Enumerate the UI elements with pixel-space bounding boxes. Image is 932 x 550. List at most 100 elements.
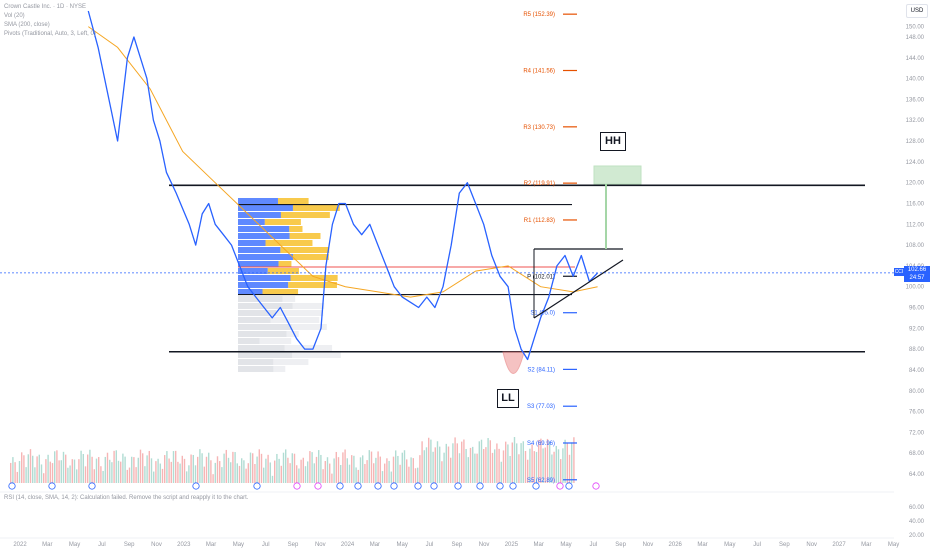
- volume-bar: [117, 460, 120, 483]
- profile-bar-down: [273, 366, 286, 372]
- currency-button[interactable]: USD: [906, 4, 928, 18]
- volume-bar: [348, 464, 351, 483]
- volume-bar: [452, 443, 454, 483]
- y-tick-label: 136.00: [906, 97, 925, 103]
- x-tick-label: Nov: [806, 542, 817, 548]
- y-tick-label: 128.00: [906, 139, 925, 145]
- volume-bar: [421, 441, 423, 483]
- volume-bar: [280, 465, 282, 483]
- volume-bar: [38, 454, 40, 483]
- event-marker: [509, 482, 517, 490]
- volume-bar: [40, 464, 43, 483]
- volume-bar: [425, 447, 428, 483]
- profile-bar-down: [265, 240, 313, 246]
- volume-bar: [478, 441, 480, 483]
- volume-bar: [395, 450, 397, 483]
- profile-bar-down: [289, 226, 303, 232]
- volume-bar: [243, 460, 245, 483]
- rsi-tick-label: 20.00: [909, 533, 925, 539]
- volume-bar: [403, 450, 406, 483]
- volume-bar: [150, 458, 153, 483]
- rsi-tick-label: 40.00: [909, 519, 925, 525]
- volume-bar: [408, 466, 410, 483]
- volume-bar: [337, 457, 340, 483]
- volume-bar: [480, 439, 483, 483]
- volume-bar: [287, 457, 289, 483]
- volume-bar: [454, 437, 456, 483]
- volume-bar: [293, 453, 296, 483]
- volume-bars: [10, 437, 575, 483]
- volume-bar: [159, 463, 161, 483]
- volume-bar: [161, 468, 164, 483]
- volume-bar: [87, 454, 89, 483]
- x-tick-label: May: [560, 542, 571, 548]
- y-tick-label: 64.00: [909, 472, 925, 478]
- volume-bar: [276, 453, 278, 483]
- profile-bar-down: [284, 345, 333, 351]
- volume-bar: [467, 457, 469, 483]
- volume-bar: [247, 463, 249, 483]
- pivot-level-label: P (102.01): [527, 274, 555, 280]
- pivot-level-label: R1 (112.83): [524, 218, 555, 224]
- volume-bar: [456, 443, 458, 483]
- volume-bar: [139, 449, 142, 483]
- pivots-indicator-label[interactable]: Pivots (Traditional, Auto, 3, Left, 0): [4, 31, 96, 37]
- volume-bar: [69, 465, 71, 483]
- volume-bar: [516, 443, 518, 483]
- volume-bar: [115, 450, 117, 483]
- volume-bar: [199, 449, 201, 483]
- volume-bar: [234, 452, 236, 483]
- volume-bar: [491, 452, 494, 483]
- profile-bar-up: [238, 352, 293, 358]
- y-tick-label: 80.00: [909, 389, 925, 395]
- volume-bar: [124, 456, 126, 483]
- volume-bar: [307, 461, 309, 483]
- profile-bar-up: [238, 296, 283, 302]
- target-box: [593, 165, 642, 185]
- x-tick-label: Jul: [262, 542, 270, 548]
- volume-bar: [36, 456, 38, 483]
- x-tick-label: May: [233, 542, 244, 548]
- current-price-value: 102.66: [907, 267, 927, 273]
- volume-bar: [430, 439, 432, 483]
- volume-bar: [175, 450, 177, 483]
- volume-bar: [78, 459, 80, 483]
- volume-bar: [441, 461, 443, 483]
- volume-indicator-label[interactable]: Vol (20): [4, 13, 25, 19]
- profile-bar-up: [238, 317, 271, 323]
- x-tick-label: 2024: [341, 542, 355, 548]
- volume-bar: [271, 475, 274, 483]
- volume-bar: [71, 459, 73, 483]
- pivot-level-label: R4 (141.56): [523, 69, 555, 75]
- x-tick-label: Mar: [42, 542, 52, 548]
- volume-bar: [472, 446, 474, 483]
- volume-bar: [12, 457, 14, 483]
- volume-bar: [562, 448, 564, 483]
- volume-bar: [54, 451, 56, 483]
- volume-bar: [390, 471, 392, 483]
- volume-bar: [265, 458, 267, 483]
- volume-bar: [340, 464, 342, 483]
- pivot-level-label: R5 (152.39): [523, 12, 555, 18]
- profile-bar-up: [238, 359, 274, 365]
- sma-indicator-label[interactable]: SMA (200, close): [4, 22, 50, 28]
- volume-bar: [410, 457, 412, 483]
- volume-bar: [469, 447, 472, 483]
- volume-bar: [377, 451, 379, 483]
- x-tick-label: May: [397, 542, 408, 548]
- volume-bar: [93, 469, 95, 483]
- volume-bar: [434, 447, 436, 483]
- higher-high-label: HH: [600, 132, 626, 151]
- x-tick-label: Nov: [151, 542, 162, 548]
- x-tick-label: Sep: [615, 542, 626, 548]
- volume-bar: [428, 437, 430, 483]
- volume-bar: [531, 444, 533, 483]
- symbol-title[interactable]: Crown Castle Inc. · 1D · NYSE: [4, 4, 87, 10]
- x-tick-label: 2025: [505, 542, 519, 548]
- volume-bar: [137, 457, 139, 483]
- volume-bar: [285, 449, 287, 483]
- y-tick-label: 92.00: [909, 326, 925, 332]
- profile-bar-up: [238, 212, 281, 218]
- sma-line: [88, 26, 598, 298]
